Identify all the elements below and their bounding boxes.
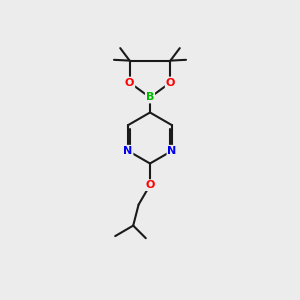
Text: N: N bbox=[167, 146, 177, 156]
Text: B: B bbox=[146, 92, 154, 103]
Text: N: N bbox=[123, 146, 133, 156]
Text: O: O bbox=[145, 180, 155, 190]
Text: O: O bbox=[125, 77, 134, 88]
Text: O: O bbox=[166, 77, 175, 88]
